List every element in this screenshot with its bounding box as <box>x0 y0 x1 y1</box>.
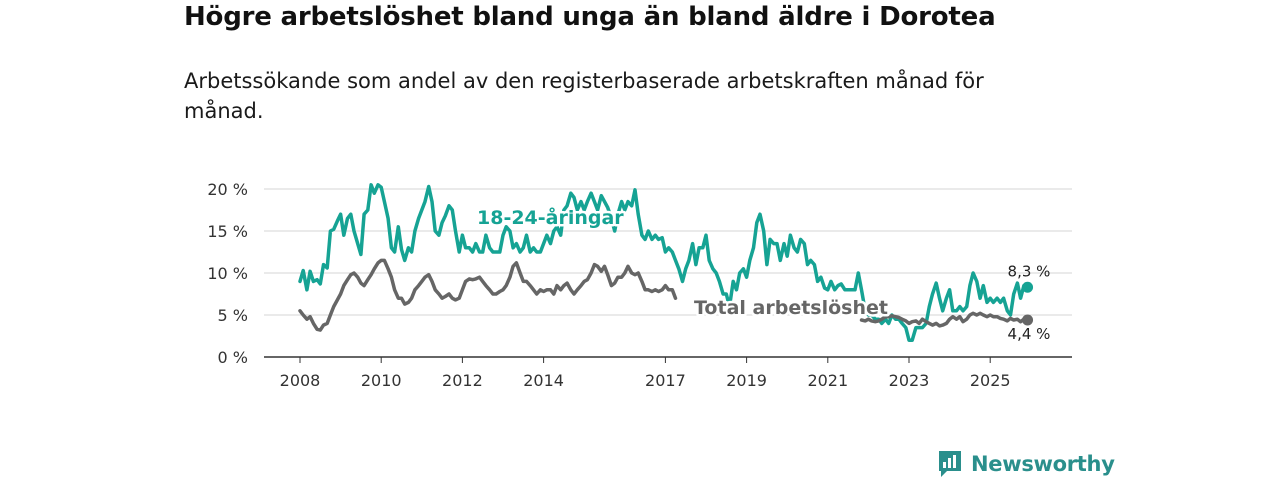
x-tick-label: 2008 <box>280 371 321 390</box>
series-label-total-halo: Total arbetslöshet <box>694 297 888 319</box>
y-tick-label: 10 % <box>207 264 248 283</box>
x-tick-label: 2021 <box>807 371 848 390</box>
x-axis-ticks: 2008 2010 2012 2014 2017 2019 2021 2023 2025 <box>280 357 1011 390</box>
x-tick-label: 2019 <box>726 371 767 390</box>
y-tick-label: 15 % <box>207 222 248 241</box>
end-point-label: 4,4 % <box>1008 325 1051 343</box>
newsworthy-logo: Newsworthy <box>937 448 1115 480</box>
series-label-total-text: Total arbetslöshet <box>694 297 888 319</box>
newsworthy-logo-icon <box>939 451 961 477</box>
x-tick-label: 2017 <box>645 371 686 390</box>
gridlines <box>264 188 1072 358</box>
series-line <box>859 311 1030 328</box>
series-lines <box>298 183 1030 342</box>
y-tick-label: 20 % <box>207 180 248 199</box>
x-tick-label: 2025 <box>970 371 1011 390</box>
x-tick-label: 2014 <box>523 371 564 390</box>
series-line <box>298 183 1030 342</box>
y-axis-ticks: 0 % 5 % 10 % 15 % 20 % <box>207 180 248 367</box>
x-tick-label: 2023 <box>889 371 930 390</box>
y-tick-label: 0 % <box>218 348 248 367</box>
series-label-young-text: 18-24-åringar <box>477 205 624 229</box>
end-point-marker <box>1022 314 1034 326</box>
series-line <box>298 258 678 332</box>
x-tick-label: 2010 <box>361 371 402 390</box>
y-tick-label: 5 % <box>218 306 248 325</box>
x-tick-label: 2012 <box>442 371 483 390</box>
end-point-label: 8,3 % <box>1008 262 1051 280</box>
series-label-young-halo: 18-24-åringar <box>477 205 624 229</box>
end-point-marker <box>1022 281 1034 293</box>
page-title: Högre arbetslöshet bland unga än bland ä… <box>184 2 996 32</box>
page-subtitle: Arbetssökande som andel av den registerb… <box>184 69 984 123</box>
newsworthy-logo-text: Newsworthy <box>971 452 1115 476</box>
